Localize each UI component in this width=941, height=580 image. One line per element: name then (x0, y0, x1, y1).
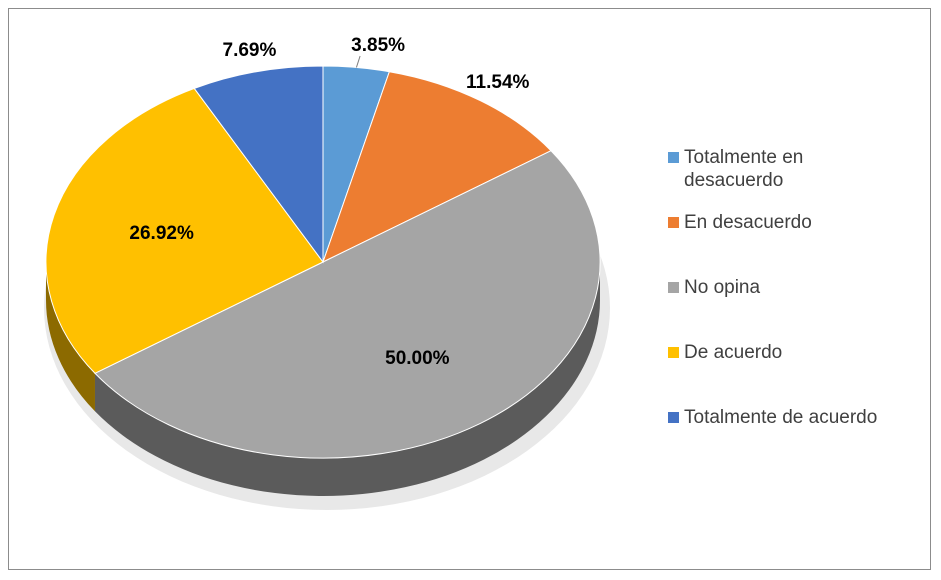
data-label: 11.54% (466, 72, 529, 93)
slice (45, 87, 324, 374)
data-label: 50.00% (385, 348, 450, 369)
legend: Totalmente en desacuerdo En desacuerdo No … (668, 146, 938, 471)
legend-item: En desacuerdo (668, 211, 939, 234)
data-label: 26.92% (129, 223, 194, 244)
legend-swatch (668, 152, 679, 163)
slice-side (94, 262, 600, 497)
slice (193, 65, 324, 264)
legend-item: No opina (668, 276, 939, 299)
chart-frame (8, 8, 931, 570)
legend-label: Totalmente de acuerdo (684, 407, 878, 428)
legend-label: En desacuerdo (684, 212, 812, 233)
legend-swatch (668, 347, 679, 358)
leader-line (355, 55, 361, 68)
data-label: 7.69% (223, 40, 277, 61)
legend-item: Totalmente en desacuerdo (668, 146, 854, 192)
legend-item: Totalmente de acuerdo (668, 406, 939, 429)
legend-label: Totalmente en desacuerdo (684, 147, 804, 191)
legend-label: De acuerdo (684, 342, 783, 363)
data-label: 3.85% (351, 35, 405, 56)
slice (322, 71, 552, 263)
legend-item: De acuerdo (668, 341, 939, 364)
legend-swatch (668, 282, 679, 293)
legend-swatch (668, 412, 679, 423)
legend-swatch (668, 217, 679, 228)
slice (94, 150, 601, 459)
slice-side (46, 262, 95, 412)
legend-label: No opina (684, 277, 761, 298)
